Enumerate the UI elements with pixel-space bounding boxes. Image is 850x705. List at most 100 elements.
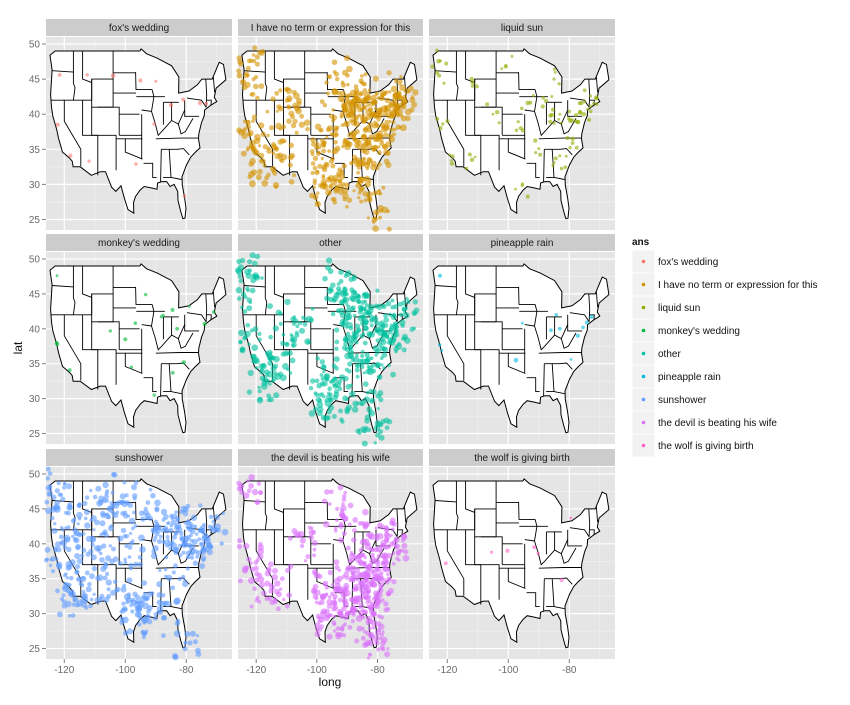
y-tick-label: 45 xyxy=(29,75,41,86)
data-point xyxy=(315,356,320,361)
data-point xyxy=(382,346,389,353)
data-point xyxy=(156,592,163,598)
data-point xyxy=(295,107,302,115)
data-point xyxy=(200,524,206,531)
data-point xyxy=(534,151,538,155)
data-point xyxy=(63,534,71,542)
data-point xyxy=(251,488,259,496)
data-point xyxy=(395,551,401,557)
state-border xyxy=(160,363,162,396)
data-point xyxy=(364,579,369,584)
data-point xyxy=(350,130,357,137)
data-point xyxy=(347,625,353,630)
data-point xyxy=(299,113,305,119)
state-border xyxy=(524,539,535,542)
data-point xyxy=(340,123,345,127)
data-point xyxy=(594,102,599,106)
data-point xyxy=(153,535,158,540)
data-point xyxy=(322,381,328,387)
data-point xyxy=(240,291,247,298)
data-point xyxy=(321,498,328,505)
state-border xyxy=(52,285,74,288)
data-point xyxy=(376,421,383,428)
data-point xyxy=(115,510,120,514)
data-point xyxy=(337,183,344,191)
data-point xyxy=(357,196,361,200)
data-point xyxy=(351,109,356,115)
data-point xyxy=(374,640,380,646)
data-point xyxy=(380,554,386,559)
data-point xyxy=(346,82,350,87)
data-point xyxy=(413,311,417,316)
data-point xyxy=(131,526,135,531)
data-point xyxy=(328,190,332,194)
legend-label: sunshower xyxy=(658,395,707,406)
state-border xyxy=(335,162,349,178)
data-point xyxy=(270,355,276,361)
state-border xyxy=(404,506,407,523)
y-tick-label: 30 xyxy=(29,609,41,620)
data-point xyxy=(568,145,572,150)
data-point xyxy=(105,579,112,586)
data-point xyxy=(370,111,377,119)
data-point xyxy=(181,539,188,546)
data-point xyxy=(335,76,340,82)
data-point xyxy=(255,174,262,181)
data-point xyxy=(367,626,372,631)
data-point xyxy=(443,561,448,566)
data-point xyxy=(170,515,175,521)
data-point xyxy=(388,136,396,143)
data-point xyxy=(330,156,335,162)
data-point xyxy=(297,101,302,106)
data-point xyxy=(359,80,363,84)
data-point xyxy=(337,188,344,195)
data-point xyxy=(399,84,406,91)
data-point xyxy=(260,276,264,280)
data-point xyxy=(110,589,117,596)
data-point xyxy=(123,337,128,342)
data-point xyxy=(315,151,321,157)
panel-points xyxy=(55,73,209,199)
data-point xyxy=(344,367,349,372)
data-point xyxy=(275,109,279,113)
data-point xyxy=(450,154,455,159)
state-border xyxy=(446,266,465,381)
data-point xyxy=(384,545,389,550)
data-point xyxy=(272,363,279,369)
state-border xyxy=(534,519,569,566)
data-point xyxy=(337,597,343,603)
data-point xyxy=(254,499,261,505)
data-point xyxy=(44,499,50,505)
data-point xyxy=(374,526,378,530)
data-point xyxy=(359,90,365,96)
data-point xyxy=(133,480,139,486)
data-point xyxy=(314,392,319,398)
data-point xyxy=(317,619,322,624)
data-point xyxy=(201,558,206,563)
data-point xyxy=(184,631,191,637)
data-point xyxy=(249,92,254,97)
data-point xyxy=(168,546,173,551)
data-point xyxy=(324,489,330,495)
data-point xyxy=(276,591,282,598)
data-point xyxy=(181,574,186,579)
data-point xyxy=(238,339,243,345)
data-point xyxy=(85,586,92,593)
data-point xyxy=(327,502,332,506)
data-point xyxy=(338,537,344,544)
data-point xyxy=(179,510,184,515)
data-point xyxy=(321,164,327,170)
data-point xyxy=(438,126,443,131)
data-point xyxy=(373,120,378,125)
data-point xyxy=(214,514,220,520)
data-point xyxy=(236,486,242,492)
data-point xyxy=(377,145,381,149)
data-point xyxy=(569,358,573,361)
data-point xyxy=(257,553,264,560)
data-point xyxy=(376,567,382,573)
data-point xyxy=(377,533,384,540)
data-point xyxy=(292,318,299,324)
data-point xyxy=(245,119,251,126)
data-point xyxy=(80,583,85,588)
data-point xyxy=(252,326,259,332)
